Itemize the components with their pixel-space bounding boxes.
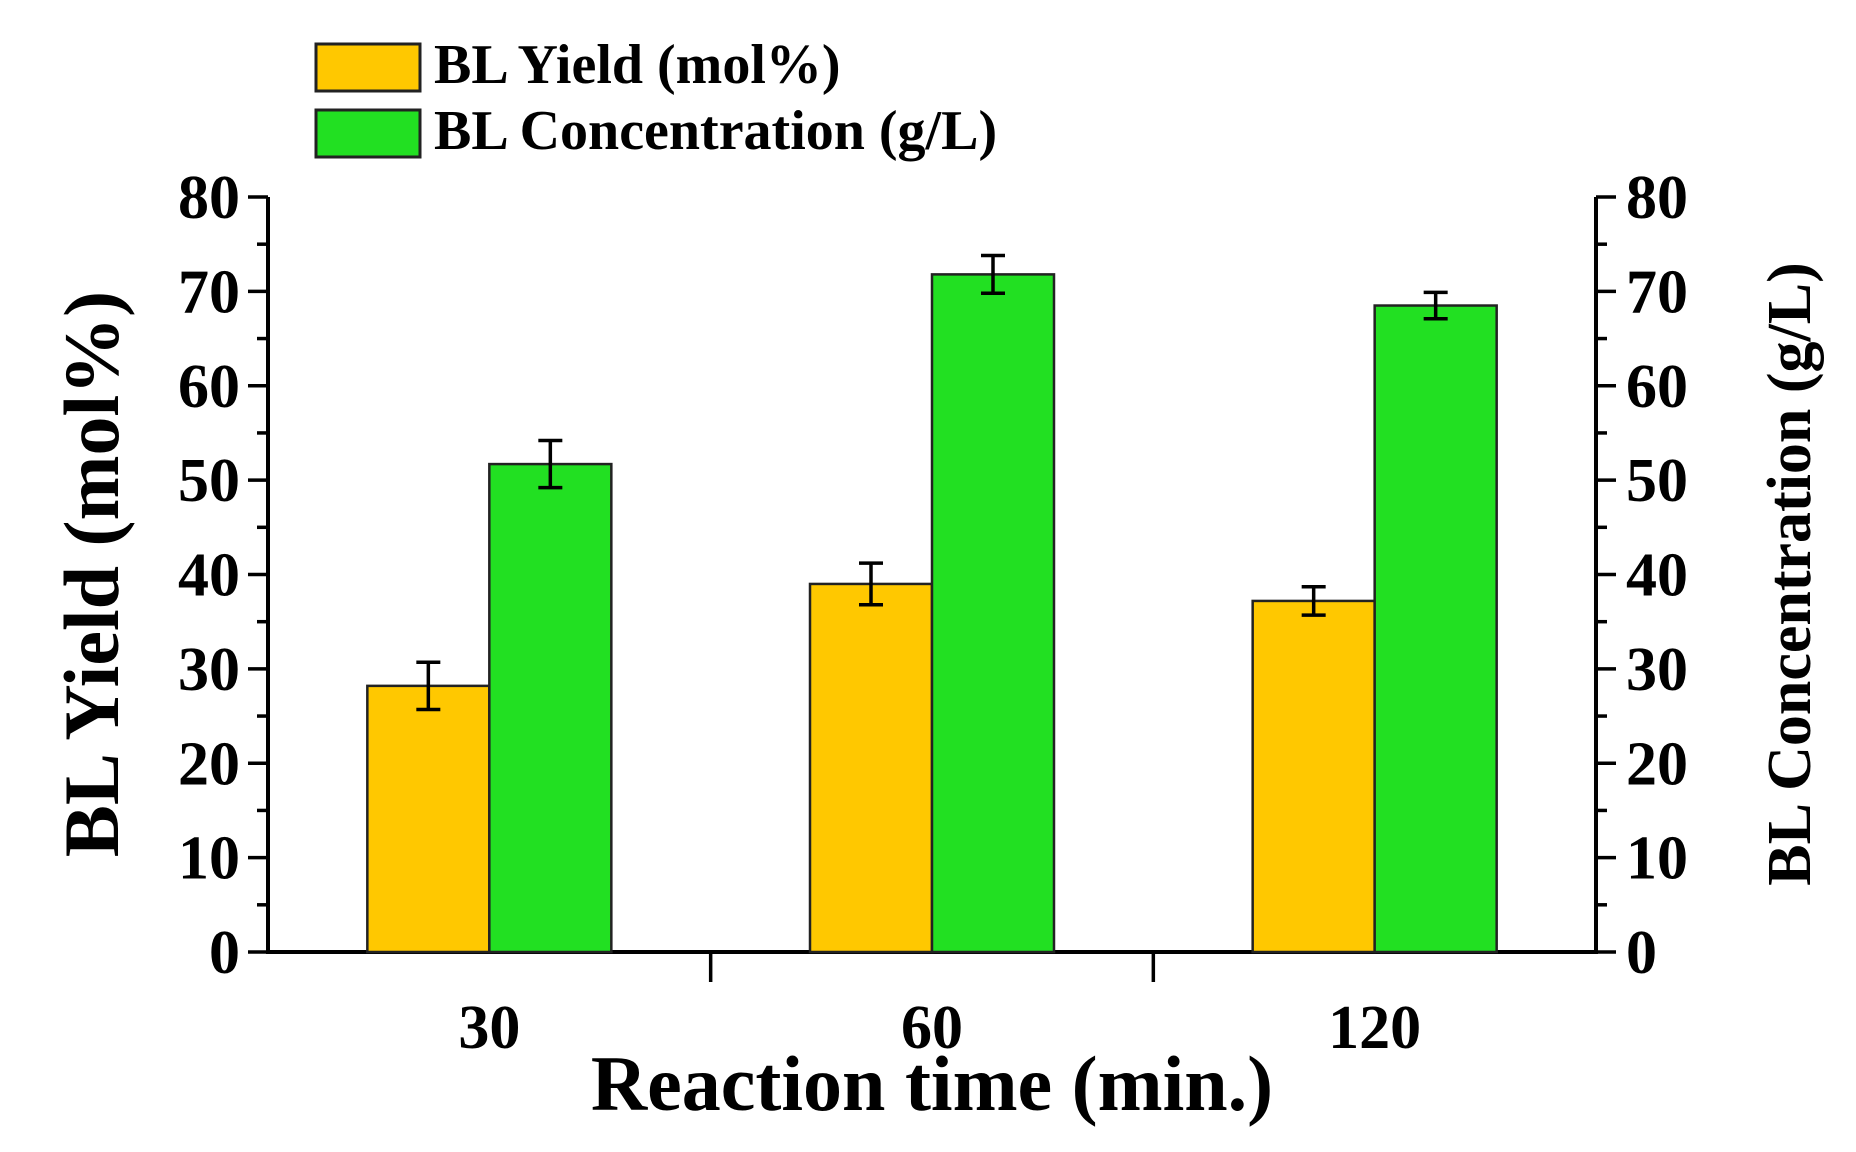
legend-swatch-yield [314,42,422,93]
left-axis-ticks: 0 10 20 30 40 50 60 70 80 [178,164,268,987]
error-bar-concentration [538,438,563,490]
right-tick-label: 60 [1626,353,1688,421]
right-tick-label: 50 [1626,447,1688,515]
error-bar-yield [1301,585,1326,617]
right-tick-label: 20 [1626,730,1688,798]
bar-concentration [1373,304,1498,954]
legend-label-concentration: BL Concentration (g/L) [434,100,997,162]
bar-concentration [930,273,1056,954]
x-axis-title: Reaction time (min.) [591,1040,1273,1127]
legend-swatch-concentration [314,108,422,159]
left-tick-label: 60 [178,353,240,421]
error-bar-yield [416,660,441,712]
left-tick-label: 40 [178,542,240,610]
error-bars [416,253,1448,712]
right-tick-label: 0 [1626,919,1657,987]
bar-concentration [488,462,613,954]
bar-yield [366,684,491,954]
x-axis-ticks: 30 60 120 [458,952,1421,1062]
bar-yield [1251,599,1376,954]
y-axis-title: BL Yield (mol%) [48,291,135,857]
right-tick-label: 10 [1626,825,1688,893]
bar-yield [808,582,934,954]
y2-axis-title: BL Concentration (g/L) [1756,262,1824,885]
left-tick-label: 20 [178,730,240,798]
bars [366,273,1498,954]
right-tick-label: 70 [1626,258,1688,326]
x-tick-label: 120 [1328,994,1421,1062]
left-tick-label: 50 [178,447,240,515]
right-tick-label: 40 [1626,542,1688,610]
error-bar-concentration [1423,290,1448,321]
right-axis-ticks: 0 10 20 30 40 50 60 70 80 [1596,164,1688,987]
right-tick-label: 80 [1626,164,1688,232]
legend-label-yield: BL Yield (mol%) [434,34,841,96]
x-tick-label: 60 [901,994,963,1062]
error-bar-concentration [981,253,1005,296]
left-tick-label: 10 [178,825,240,893]
right-tick-label: 30 [1626,636,1688,704]
x-tick-label: 30 [458,994,520,1062]
left-tick-label: 30 [178,636,240,704]
legend: BL Yield (mol%) BL Concentration (g/L) [314,34,997,162]
error-bar-yield [859,561,883,607]
left-tick-label: 0 [209,919,240,987]
left-tick-label: 80 [178,164,240,232]
left-tick-label: 70 [178,258,240,326]
